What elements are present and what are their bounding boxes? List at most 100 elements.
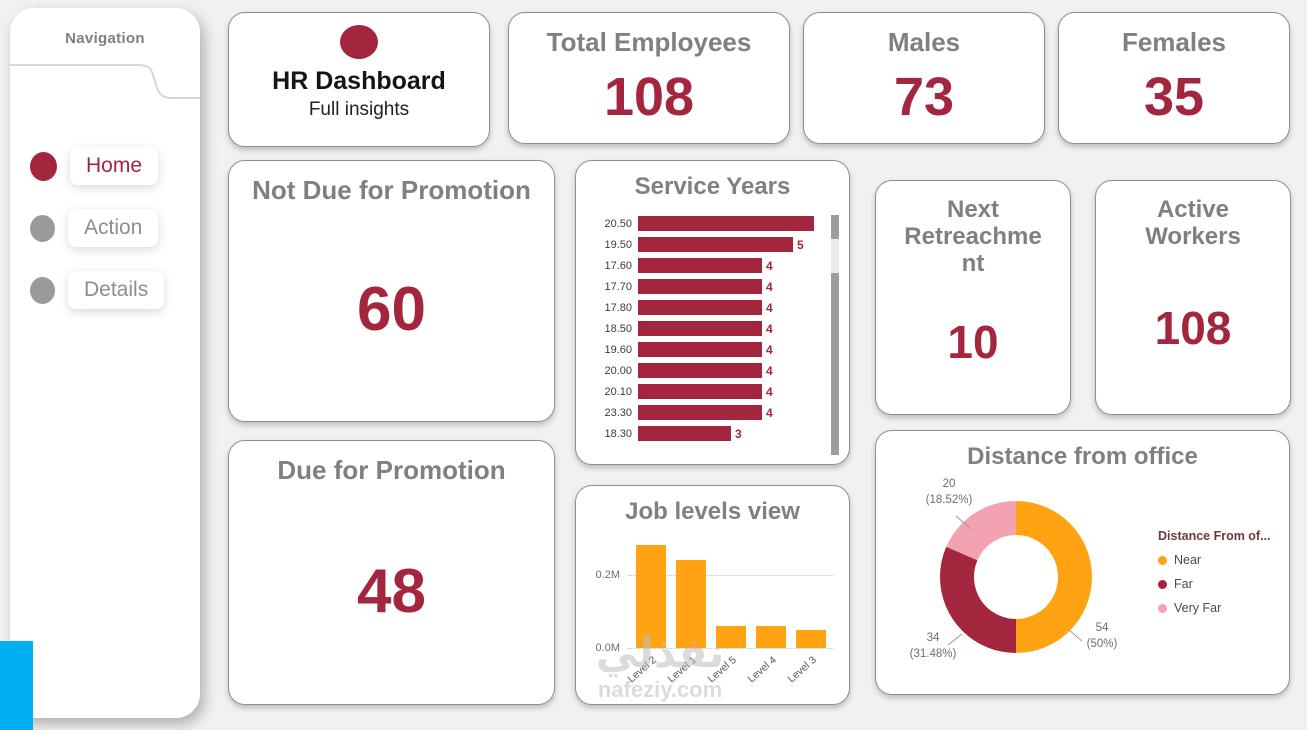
legend-swatch-icon xyxy=(1158,579,1167,589)
hr-dashboard-card: HR Dashboard Full insights xyxy=(228,12,490,147)
service-years-row: 19.60 4 xyxy=(588,339,818,360)
kpi-value: 48 xyxy=(357,556,426,626)
kpi-value: 60 xyxy=(357,275,426,344)
kpi-value: 10 xyxy=(947,315,999,368)
sidebar-item-action[interactable]: Action xyxy=(10,205,200,251)
sidebar-item-details[interactable]: Details xyxy=(10,267,200,313)
legend-title: Distance From of... xyxy=(1158,529,1271,543)
next-retreachment-card: Next Retreachme nt 10 xyxy=(875,180,1071,415)
brand-circle-icon xyxy=(340,25,378,59)
chart-scrollbar[interactable] xyxy=(831,215,839,455)
y-axis-tick: 0.0M xyxy=(595,642,620,654)
legend-label: Very Far xyxy=(1174,601,1222,615)
job-level-bar[interactable] xyxy=(716,626,746,648)
sidebar-accent-bar xyxy=(0,641,33,730)
service-years-bar[interactable] xyxy=(638,258,762,273)
card-title: Active Workers xyxy=(1145,196,1241,250)
service-years-row: 17.70 4 xyxy=(588,276,818,297)
gridline xyxy=(628,575,834,576)
service-years-bar[interactable] xyxy=(638,405,762,420)
sidebar-item-home[interactable]: Home xyxy=(10,143,200,189)
scrollbar-thumb-top[interactable] xyxy=(831,215,839,239)
legend-item-near[interactable]: Near xyxy=(1158,553,1271,567)
category-label: 18.30 xyxy=(604,427,632,440)
navigation-panel: Navigation Home Action Details xyxy=(10,8,200,718)
males-card: Males 73 xyxy=(803,12,1045,144)
nav-bullet-icon xyxy=(30,276,55,304)
chart-title: Distance from office xyxy=(967,443,1198,470)
legend-label: Near xyxy=(1174,553,1202,567)
category-label: 17.70 xyxy=(604,280,632,293)
due-for-promotion-card: Due for Promotion 48 xyxy=(228,440,555,705)
service-years-row: 23.30 4 xyxy=(588,402,818,423)
service-years-row: 20.00 4 xyxy=(588,360,818,381)
bar-value-label: 4 xyxy=(766,384,773,399)
service-years-row: 18.50 4 xyxy=(588,318,818,339)
callout-percent: (31.48%) xyxy=(909,647,957,660)
service-years-bar[interactable] xyxy=(638,426,731,441)
service-years-bar[interactable] xyxy=(638,363,762,378)
navigation-title: Navigation xyxy=(65,30,145,47)
bar-value-label: 4 xyxy=(766,321,773,336)
job-level-bar[interactable] xyxy=(676,560,706,648)
card-title: Total Employees xyxy=(546,27,752,57)
dashboard-subtitle: Full insights xyxy=(308,99,410,120)
service-years-bar[interactable] xyxy=(638,342,762,357)
legend-label: Far xyxy=(1174,577,1193,591)
job-level-bar[interactable] xyxy=(796,630,826,648)
distance-from-office-card: Distance from office Distance From of...… xyxy=(875,430,1290,695)
service-years-row: 20.10 4 xyxy=(588,381,818,402)
card-title: Not Due for Promotion xyxy=(252,175,531,205)
slice-callout-far: 34 (31.48%) xyxy=(890,631,976,662)
chart-title: Job levels view xyxy=(625,498,800,525)
nav-bullet-icon xyxy=(30,151,57,181)
sidebar-item-label: Home xyxy=(70,147,159,185)
service-years-row: 17.80 4 xyxy=(588,297,818,318)
kpi-value: 35 xyxy=(1143,66,1205,127)
service-years-bar[interactable] xyxy=(638,279,762,294)
slice-callout-near: 54 (50%) xyxy=(1062,621,1142,652)
bar-value-label: 4 xyxy=(766,258,773,273)
legend-item-far[interactable]: Far xyxy=(1158,577,1271,591)
kpi-value: 108 xyxy=(1154,302,1232,355)
bar-value-label: 4 xyxy=(766,405,773,420)
bar-value-label: 4 xyxy=(766,363,773,378)
bar-value-label: 4 xyxy=(766,279,773,294)
card-title: Females xyxy=(1121,27,1227,57)
category-label: 17.60 xyxy=(604,259,632,272)
service-years-chart: 20.50 19.50 5 17.60 4 17.70 4 17.80 4 18.50 4 19.60… xyxy=(588,213,818,444)
legend-item-very-far[interactable]: Very Far xyxy=(1158,601,1271,615)
active-workers-card: Active Workers 108 xyxy=(1095,180,1291,415)
navigation-items: Home Action Details xyxy=(10,143,200,329)
service-years-bar[interactable] xyxy=(638,237,793,252)
service-years-bar[interactable] xyxy=(638,300,762,315)
callout-percent: (50%) xyxy=(1086,637,1118,650)
legend-items: Near Far Very Far xyxy=(1158,553,1271,615)
slice-callout-very-far: 20 (18.52%) xyxy=(906,477,992,508)
sidebar-item-label: Action xyxy=(68,209,159,247)
bar-value-label: 4 xyxy=(766,342,773,357)
gridline xyxy=(628,648,834,649)
legend-swatch-icon xyxy=(1158,555,1167,565)
service-years-bar[interactable] xyxy=(638,216,814,231)
service-years-row: 17.60 4 xyxy=(588,255,818,276)
job-level-bar[interactable] xyxy=(756,626,786,648)
y-axis-tick: 0.2M xyxy=(595,569,620,581)
sidebar-item-label: Details xyxy=(68,271,165,309)
callout-percent: (18.52%) xyxy=(925,493,973,506)
scrollbar-thumb[interactable] xyxy=(831,273,839,455)
category-label: 20.10 xyxy=(604,385,632,398)
category-label: 20.50 xyxy=(604,217,632,230)
not-due-for-promotion-card: Not Due for Promotion 60 xyxy=(228,160,555,422)
service-years-bar[interactable] xyxy=(638,384,762,399)
service-years-card: Service Years 20.50 19.50 5 17.60 4 17.70 4 17.… xyxy=(575,160,850,465)
service-years-bar[interactable] xyxy=(638,321,762,336)
service-years-row: 19.50 5 xyxy=(588,234,818,255)
service-years-row: 20.50 xyxy=(588,213,818,234)
legend-swatch-icon xyxy=(1158,603,1167,613)
callout-value: 54 xyxy=(1095,622,1109,634)
job-level-bar[interactable] xyxy=(636,545,666,648)
category-label: 20.00 xyxy=(604,364,632,377)
job-levels-card: Job levels view 0.2M 0.0M Level 2 Level 1… xyxy=(575,485,850,705)
job-levels-plot: Level 2 Level 1 Level 5 Level 4 Level 3 xyxy=(625,538,834,685)
